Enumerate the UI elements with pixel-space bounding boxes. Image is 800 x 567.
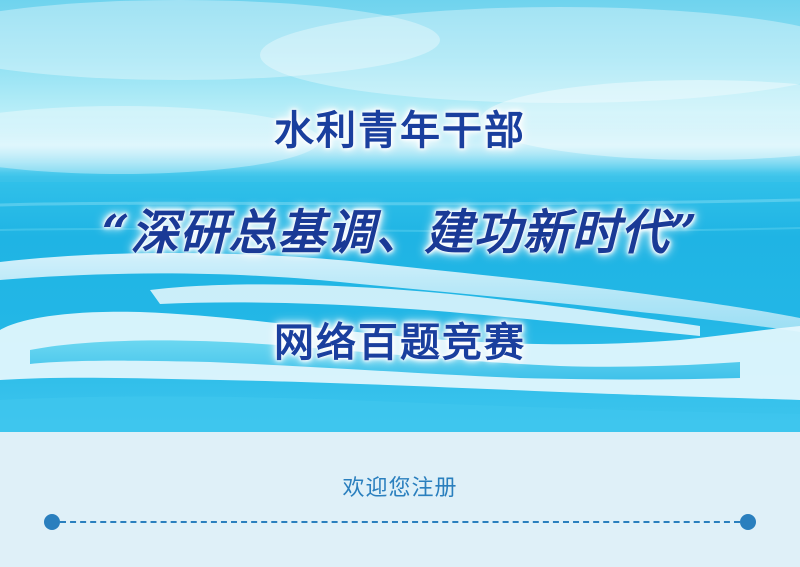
divider-dot-right <box>740 514 756 530</box>
title-line-2-slogan: “深研总基调、建功新时代” <box>101 205 699 261</box>
competition-title: 水利青年干部 “深研总基调、建功新时代” 网络百题竞赛 <box>101 107 699 366</box>
divider-dash-line <box>60 521 740 523</box>
sea-background-image <box>0 0 800 432</box>
title-line-3: 网络百题竞赛 <box>274 319 526 366</box>
welcome-heading: 欢迎您注册 <box>342 476 458 501</box>
divider-dot-left <box>44 514 60 530</box>
hero-banner: 水利青年干部 “深研总基调、建功新时代” 网络百题竞赛 <box>0 0 800 432</box>
title-line-1: 水利青年干部 <box>274 107 526 154</box>
dashed-divider <box>44 514 756 530</box>
registration-section: 欢迎您注册 <box>0 432 800 567</box>
